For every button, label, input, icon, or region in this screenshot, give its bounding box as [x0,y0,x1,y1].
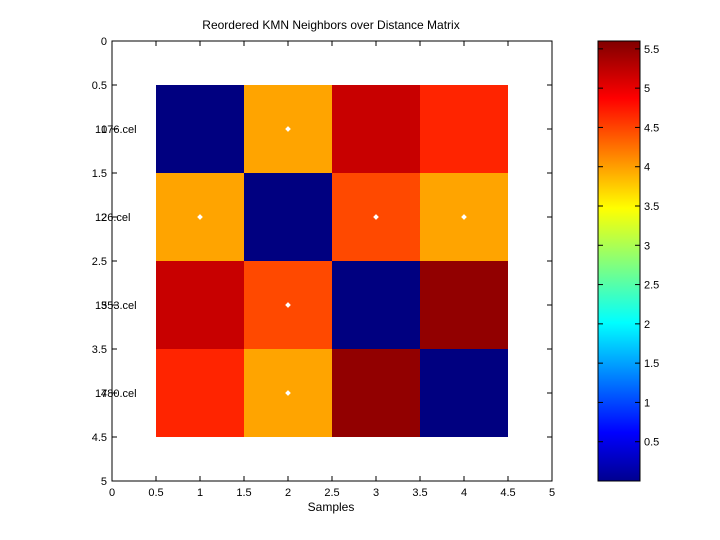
colorbar-tick-label: 2.5 [644,280,659,292]
heatmap-cell [420,261,508,349]
y-tick-label: 1 [101,124,107,136]
row-label: 1780.cel [95,388,137,400]
row-label: 1076.cel [95,124,137,136]
x-tick-label: 0 [109,487,115,499]
colorbar-tick-label: 0.5 [644,437,659,449]
heatmap-cell [420,349,508,437]
y-tick-label: 5 [101,476,107,488]
colorbar-tick-label: 2 [644,319,650,331]
y-tick-label: 2.5 [92,256,107,268]
heatmap-cell [332,261,420,349]
chart-title: Reordered KMN Neighbors over Distance Ma… [202,18,459,32]
x-tick-label: 1.5 [236,487,251,499]
heatmap-cells [156,85,508,437]
y-tick-label: 4 [101,388,107,400]
x-axis-ticks: 0 0.5 1 1.5 2 2.5 3 3.5 4 4.5 5 [109,41,555,499]
colorbar-tick-label: 5.5 [644,44,659,56]
colorbar-tick-label: 1.5 [644,358,659,370]
x-tick-label: 4 [461,487,467,499]
y-tick-label: 4.5 [92,432,107,444]
colorbar: 0.5 1 1.5 2 2.5 3 3.5 4 4.5 5 5.5 [597,40,659,482]
y-tick-label: 3.5 [92,344,107,356]
heatmap-cell [156,85,244,173]
heatmap-cell [332,85,420,173]
heatmap-cell [156,349,244,437]
heatmap-plot: 0 0.5 1 1.5 2 2.5 3 3.5 4 4.5 5 0 0.5 1 1.5 2 2.5 3 3.5 4 4… [92,36,555,499]
x-tick-label: 4.5 [500,487,515,499]
colorbar-tick-label: 3 [644,240,650,252]
colorbar-tick-label: 5 [644,83,650,95]
heatmap-cell [156,261,244,349]
y-tick-label: 3 [101,300,107,312]
heatmap-cell [332,349,420,437]
heatmap-cell [420,85,508,173]
x-axis-label: Samples [308,500,355,514]
y-tick-label: 2 [101,212,107,224]
colorbar-tick-label: 1 [644,397,650,409]
row-labels: 1076.cel 126.cel 1553.cel 1780.cel [95,124,137,400]
x-tick-label: 3.5 [412,487,427,499]
colorbar-tick-label: 4 [644,162,650,174]
y-tick-label: 0 [101,36,107,48]
neighbor-marker [373,214,379,220]
neighbor-marker [197,214,203,220]
x-tick-label: 2.5 [324,487,339,499]
x-tick-label: 2 [285,487,291,499]
neighbor-marker [461,214,467,220]
row-label: 1553.cel [95,300,137,312]
row-label: 126.cel [95,212,130,224]
neighbor-marker [285,302,291,308]
heatmap-cell [244,173,332,261]
y-tick-label: 1.5 [92,168,107,180]
colorbar-ticks: 0.5 1 1.5 2 2.5 3 3.5 4 4.5 5 5.5 [598,44,659,449]
colorbar-tick-label: 4.5 [644,122,659,134]
x-tick-label: 5 [549,487,555,499]
y-axis-ticks: 0 0.5 1 1.5 2 2.5 3 3.5 4 4.5 5 [92,36,552,488]
neighbor-marker [285,126,291,132]
x-tick-label: 0.5 [148,487,163,499]
neighbor-markers [197,126,467,396]
colorbar-gradient [597,40,641,482]
colorbar-tick-label: 3.5 [644,201,659,213]
y-tick-label: 0.5 [92,80,107,92]
neighbor-marker [285,390,291,396]
x-tick-label: 3 [373,487,379,499]
x-tick-label: 1 [197,487,203,499]
